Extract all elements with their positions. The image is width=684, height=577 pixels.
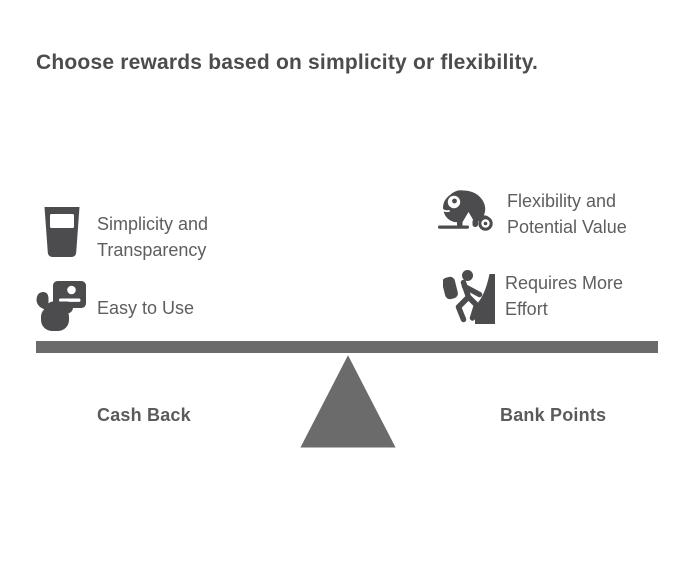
feature-flexibility-value: Flexibility and Potential Value — [507, 188, 667, 240]
feature-text-line: Effort — [505, 299, 548, 319]
right-scale-label: Bank Points — [500, 405, 607, 425]
feature-text-line: Simplicity and — [97, 214, 209, 234]
balance-beam — [34, 339, 660, 355]
feature-text-line: Requires More — [505, 273, 624, 293]
feature-text-line: Flexibility and — [507, 191, 617, 211]
page-title: Choose rewards based on simplicity or fl… — [36, 51, 539, 74]
feature-requires-effort: Requires More Effort — [505, 270, 665, 322]
fulcrum-triangle — [296, 350, 400, 451]
feature-text-line: Easy to Use — [97, 298, 195, 318]
hand-holding-card-icon — [32, 279, 88, 333]
feature-simplicity-transparency: Simplicity and Transparency — [97, 211, 257, 263]
feature-text-line: Transparency — [97, 240, 207, 260]
feature-easy-to-use: Easy to Use — [97, 295, 257, 321]
hiker-climbing-icon — [443, 268, 495, 324]
chameleon-icon — [437, 188, 495, 234]
feature-text-line: Potential Value — [507, 217, 627, 237]
drinking-glass-icon — [42, 207, 82, 257]
left-scale-label: Cash Back — [97, 405, 191, 425]
